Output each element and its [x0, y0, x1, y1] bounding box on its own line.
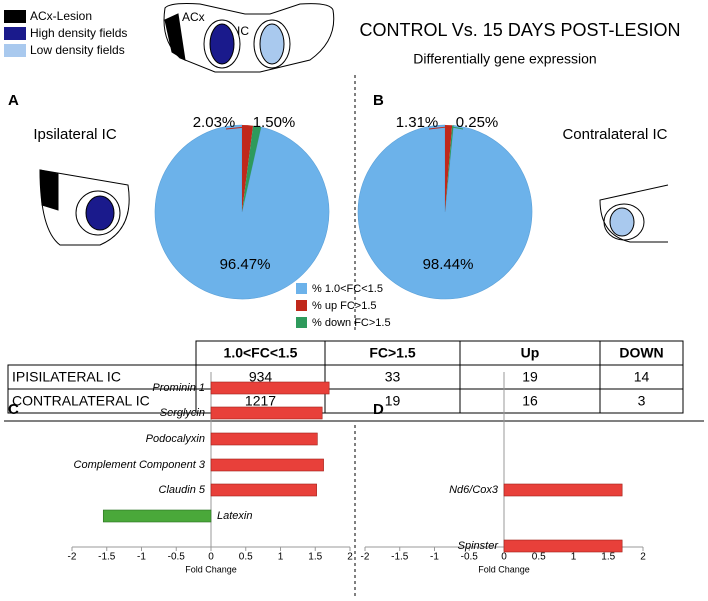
title: CONTROL Vs. 15 DAYS POST-LESION	[359, 20, 680, 40]
bar-label: Prominin 1	[152, 382, 205, 394]
brain-ipsi	[39, 169, 130, 246]
table-header: 1.0<FC<1.5	[224, 345, 298, 361]
panel-label: C	[8, 401, 19, 418]
pie-slice	[242, 125, 262, 212]
data-label: 2.03%	[193, 114, 236, 131]
x-tick-label: 0	[501, 552, 507, 563]
bar	[210, 381, 330, 395]
bar-label: Complement Component 3	[74, 459, 206, 471]
x-tick-label: 0	[208, 552, 214, 563]
legend-label: % up FC>1.5	[312, 300, 377, 312]
bar	[503, 483, 623, 497]
bar	[210, 406, 323, 420]
bar-label: Serglycin	[160, 407, 205, 419]
pie-slice	[242, 125, 254, 212]
legend-swatch	[4, 27, 26, 40]
table-header: Up	[521, 345, 540, 361]
data-label: 1.31%	[396, 114, 439, 131]
x-tick-label: 1	[278, 552, 284, 563]
x-tick-label: 0.5	[239, 552, 253, 563]
data-label: 1.50%	[253, 114, 296, 131]
table-header: DOWN	[619, 345, 663, 361]
panel-label: A	[8, 92, 19, 109]
table-cell: IPISILATERAL IC	[12, 369, 121, 385]
legend-label: % down FC>1.5	[312, 317, 391, 329]
side-label: Ipsilateral IC	[33, 126, 117, 143]
x-axis-title: Fold Change	[185, 564, 237, 574]
legend-label: ACx-Lesion	[30, 9, 92, 23]
legend-label: Low density fields	[30, 43, 125, 57]
leader-line	[452, 126, 464, 130]
bar	[503, 539, 623, 553]
legend-swatch	[4, 44, 26, 57]
x-tick-label: 2	[640, 552, 646, 563]
legend-swatch	[296, 300, 307, 311]
x-tick-label: -1	[430, 552, 439, 563]
table-cell: 14	[634, 369, 650, 385]
table-cell: 19	[522, 369, 538, 385]
x-tick-label: -2	[361, 552, 370, 563]
bar	[210, 458, 324, 472]
table-cell: CONTRALATERAL IC	[12, 393, 150, 409]
x-tick-label: 1.5	[308, 552, 322, 563]
table-cell: 16	[522, 393, 538, 409]
bar-label: Spinster	[458, 540, 500, 552]
x-tick-label: 0.5	[532, 552, 546, 563]
x-tick-label: 2	[347, 552, 353, 563]
bar	[210, 432, 318, 446]
table-cell: 934	[249, 369, 273, 385]
table-cell: 1217	[245, 393, 276, 409]
panel-label: D	[373, 401, 384, 418]
bar-label: Nd6/Cox3	[449, 484, 499, 496]
pie-slice	[445, 125, 454, 212]
brain-top	[163, 3, 335, 73]
leader-line	[256, 127, 261, 130]
side-label: Contralateral IC	[562, 126, 667, 143]
table-cell: 33	[385, 369, 401, 385]
bar	[102, 509, 212, 523]
legend-label: High density fields	[30, 26, 127, 40]
legend-swatch	[296, 317, 307, 328]
data-label: 96.47%	[220, 256, 271, 273]
panel-label: B	[373, 92, 384, 109]
x-tick-label: -2	[68, 552, 77, 563]
x-tick-label: -1.5	[98, 552, 116, 563]
legend-swatch	[4, 10, 26, 23]
data-label: 0.25%	[456, 114, 499, 131]
leader-line	[428, 126, 449, 130]
data-label: 98.44%	[423, 256, 474, 273]
x-tick-label: 1.5	[601, 552, 615, 563]
bar-label: Latexin	[217, 510, 252, 522]
x-tick-label: -1.5	[391, 552, 409, 563]
brain-label: IC	[237, 24, 249, 38]
table-cell: 19	[385, 393, 401, 409]
x-axis-title: Fold Change	[478, 564, 530, 574]
x-tick-label: -0.5	[168, 552, 186, 563]
subtitle: Differentially gene expression	[413, 51, 596, 67]
pie-slice	[357, 124, 533, 300]
x-tick-label: 1	[571, 552, 577, 563]
table-header: FC>1.5	[369, 345, 416, 361]
brain-label: ACx	[182, 10, 205, 24]
x-tick-label: -0.5	[461, 552, 479, 563]
brain-contra	[599, 184, 669, 243]
x-tick-label: -1	[137, 552, 146, 563]
pie-slice	[445, 125, 453, 212]
leader-line	[225, 126, 248, 130]
pie-slice	[154, 124, 330, 300]
bar	[210, 483, 317, 497]
bar-label: Podocalyxin	[146, 433, 205, 445]
legend-swatch	[296, 283, 307, 294]
legend-label: % 1.0<FC<1.5	[312, 283, 383, 295]
bar-label: Claudin 5	[159, 484, 206, 496]
table-cell: 3	[638, 393, 646, 409]
